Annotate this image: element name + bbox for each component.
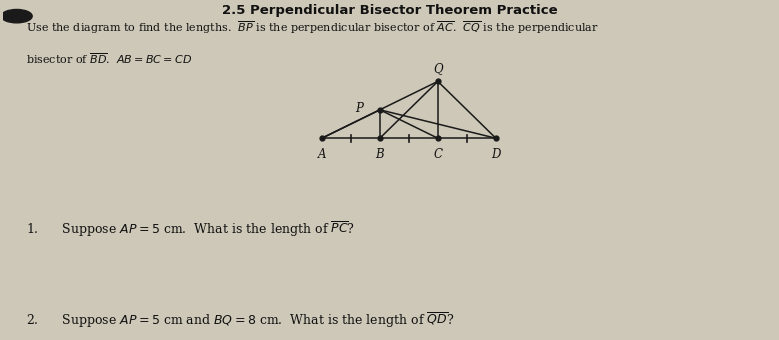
Text: C: C — [433, 148, 442, 160]
Text: D: D — [492, 148, 501, 160]
Text: 2.5 Perpendicular Bisector Theorem Practice: 2.5 Perpendicular Bisector Theorem Pract… — [222, 4, 557, 17]
Text: 1.      Suppose $AP = 5$ cm.  What is the length of $\overline{PC}$?: 1. Suppose $AP = 5$ cm. What is the leng… — [26, 220, 355, 239]
Text: Q: Q — [433, 62, 442, 75]
Text: A: A — [318, 148, 326, 160]
Circle shape — [2, 10, 32, 23]
Text: 2.      Suppose $AP = 5$ cm and $BQ = 8$ cm.  What is the length of $\overline{Q: 2. Suppose $AP = 5$ cm and $BQ = 8$ cm. … — [26, 310, 454, 329]
Text: Use the diagram to find the lengths.  $\overline{BP}$ is the perpendicular bisec: Use the diagram to find the lengths. $\o… — [26, 19, 599, 36]
Text: B: B — [375, 148, 384, 160]
Text: P: P — [355, 102, 363, 115]
Text: bisector of $\overline{BD}$.  $AB = BC = CD$: bisector of $\overline{BD}$. $AB = BC = … — [26, 51, 192, 66]
